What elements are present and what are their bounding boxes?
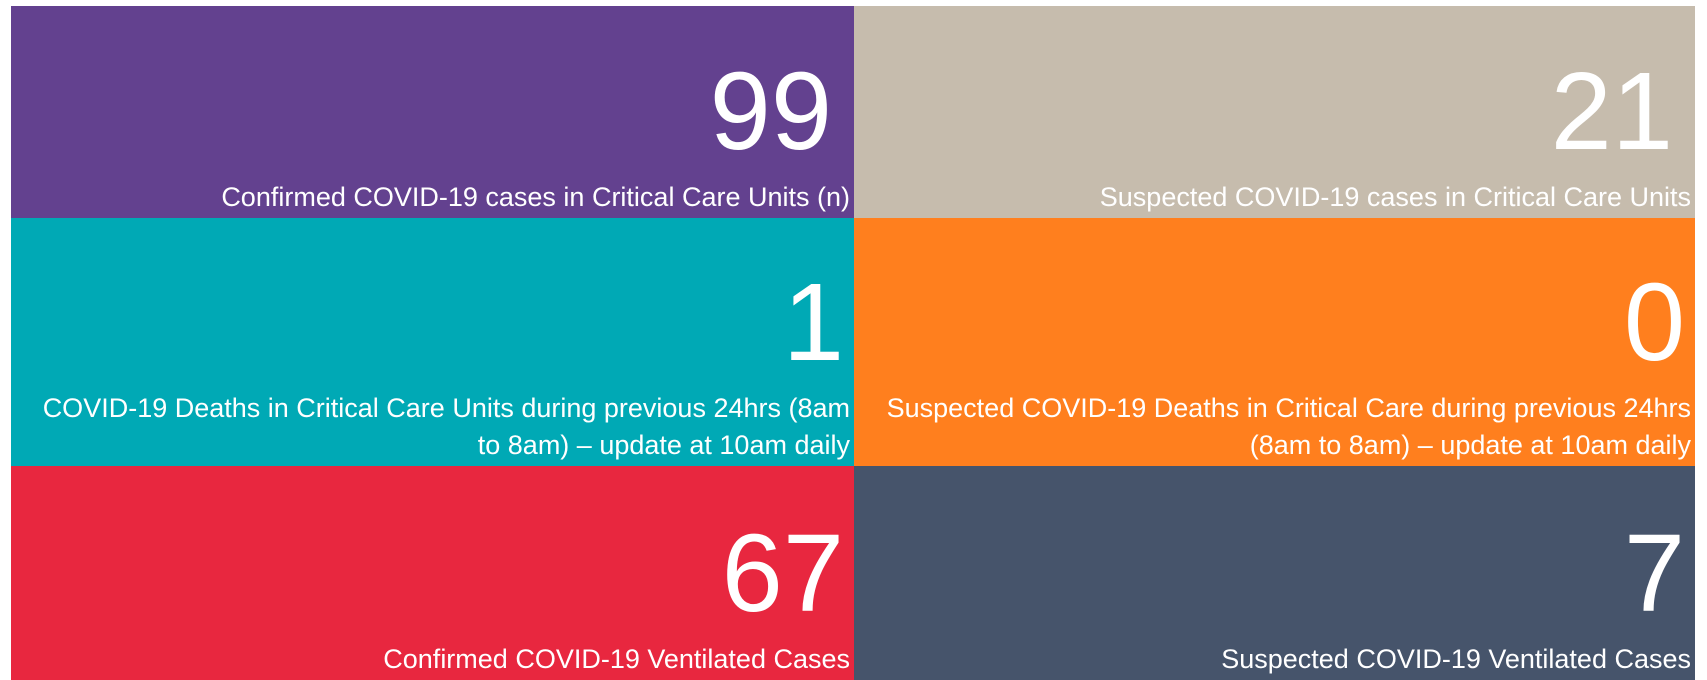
tile-value: 67 [721,512,844,635]
tile-value: 99 [709,50,832,173]
tile-value: 7 [1623,512,1685,635]
tile-grid: 99 Confirmed COVID-19 cases in Critical C… [11,6,1695,680]
tile-value: 21 [1550,50,1673,173]
tile-label: Suspected COVID-19 Deaths in Critical Ca… [886,393,1691,460]
tile-label: Confirmed COVID-19 cases in Critical Car… [221,182,850,212]
tile: 99 Confirmed COVID-19 cases in Critical C… [11,6,854,218]
tile-label: COVID-19 Deaths in Critical Care Units d… [42,393,850,460]
tile: 7 Suspected COVID-19 Ventilated Cases [854,466,1695,680]
tile-label: Suspected COVID-19 Ventilated Cases [1221,644,1691,674]
tile: 67 Confirmed COVID-19 Ventilated Cases [11,466,854,680]
tile: 0 Suspected COVID-19 Deaths in Critical C… [854,218,1695,466]
tile: 1 COVID-19 Deaths in Critical Care Units … [11,218,854,466]
tile-label: Suspected COVID-19 cases in Critical Car… [1099,182,1691,212]
tile: 21 Suspected COVID-19 cases in Critical C… [854,6,1695,218]
tile-label: Confirmed COVID-19 Ventilated Cases [383,644,850,674]
tile-value: 1 [782,261,844,384]
tile-value: 0 [1623,261,1685,384]
